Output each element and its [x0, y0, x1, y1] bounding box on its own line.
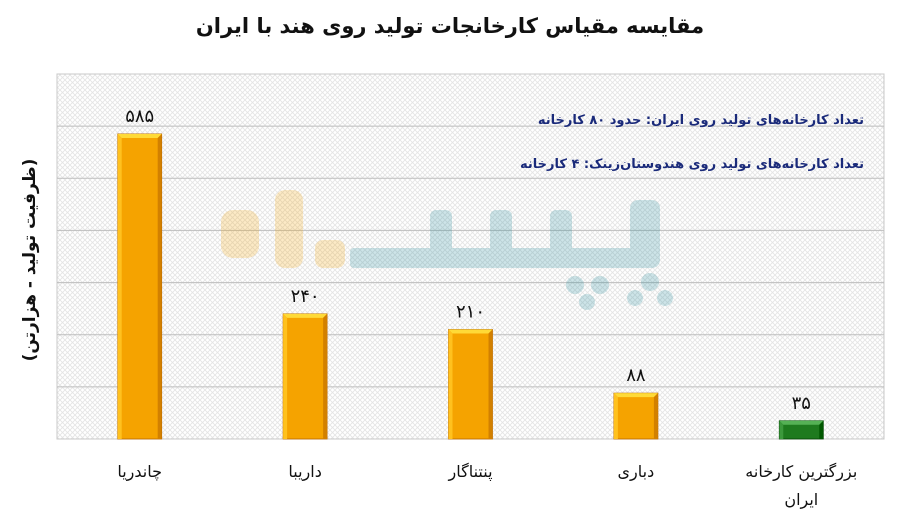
annotation-iran-factories: تعداد کارخانه‌های تولید روی ایران: حدود …	[537, 113, 864, 128]
bar	[282, 313, 328, 440]
chart-title: مقایسه مقیاس کارخانجات تولید روی هند با …	[195, 14, 705, 38]
bar	[778, 420, 824, 440]
data-label: ۵۸۵	[125, 106, 154, 127]
bar	[117, 133, 163, 440]
bar	[613, 392, 659, 440]
data-label: ۲۴۰	[291, 286, 320, 307]
data-label: ۳۵	[792, 393, 811, 414]
value-labels: ۵۸۵ ۲۴۰ ۲۱۰ ۸۸ ۳۵	[125, 106, 811, 414]
watermark-logo	[221, 190, 673, 310]
x-tick-label: داریبا	[288, 462, 322, 481]
x-tick-label: پنتناگار	[448, 462, 493, 481]
bars	[117, 133, 824, 440]
data-label: ۲۱۰	[456, 302, 485, 323]
x-tick-label: چاندریا	[117, 462, 163, 481]
x-tick-label: بزرگترین کارخانه ایران	[745, 462, 858, 509]
annotation-india-factories: تعداد کارخانه‌های تولید روی هندوستان‌زین…	[519, 157, 864, 172]
data-label: ۸۸	[626, 365, 646, 386]
x-tick-label: دباری	[617, 462, 655, 481]
bar	[448, 329, 493, 440]
